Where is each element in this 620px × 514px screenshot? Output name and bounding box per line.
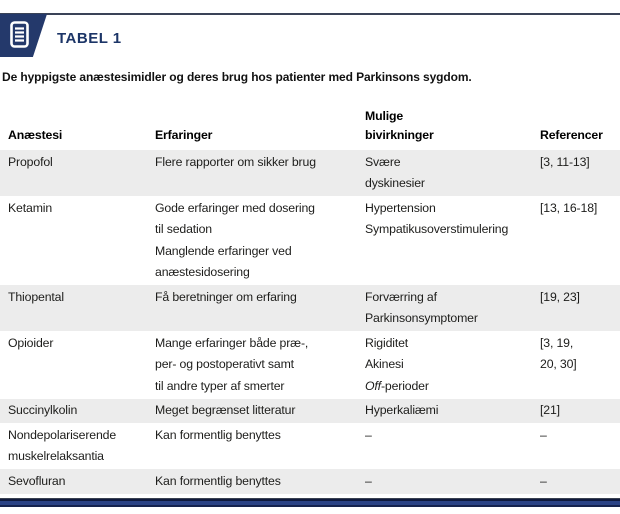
table-cell: Kan formentlig benyttes xyxy=(155,425,365,468)
table-cell: [13, 16-18] xyxy=(540,198,620,284)
cell-line: – xyxy=(540,427,547,442)
cell-line: dyskinesier xyxy=(365,176,425,190)
cell-line: Sevofluran xyxy=(8,473,66,488)
table-cell: – xyxy=(365,425,540,468)
cell-line: – xyxy=(365,427,372,442)
cell-line: – xyxy=(365,473,372,488)
table-cell: Ketamin xyxy=(8,198,155,284)
cell-line: Thiopental xyxy=(8,289,64,304)
table-cell: Svære dyskinesier xyxy=(365,152,540,195)
bottom-rule xyxy=(0,498,620,507)
table-row: Thiopental Få beretninger om erfaring Forv… xyxy=(0,285,620,331)
cell-line: [21] xyxy=(540,403,560,417)
table-cell: Kan formentlig benyttes xyxy=(155,471,365,493)
cell-line: Off-perioder xyxy=(365,378,429,393)
data-table: Anæstesi Erfaringer Mulige bivirkninger Ref… xyxy=(0,100,620,494)
cell-line: 20, 30] xyxy=(540,357,577,371)
cell-line: [19, 23] xyxy=(540,289,580,304)
cell-line: Forværring af xyxy=(365,289,437,304)
table-row: Nondepolariserende muskelrelaksantia Kan f… xyxy=(0,423,620,469)
cell-line: til andre typer af smerter xyxy=(155,378,285,393)
column-header: Referencer xyxy=(540,128,603,142)
table-body: Propofol Flere rapporter om sikker brug Sv… xyxy=(0,150,620,494)
cell-line: Rigiditet xyxy=(365,335,409,350)
table-cell: – xyxy=(540,471,620,493)
cell-line: Manglende erfaringer ved xyxy=(155,243,292,258)
table-cell: [3, 11-13] xyxy=(540,152,620,195)
cell-line: Succinylkolin xyxy=(8,403,78,417)
cell-line: – xyxy=(540,473,547,488)
table-cell: Rigiditet Akinesi Off-perioder xyxy=(365,333,540,398)
table-cell: Få beretninger om erfaring xyxy=(155,287,365,330)
table-cell: Flere rapporter om sikker brug xyxy=(155,152,365,195)
table-cell: Thiopental xyxy=(8,287,155,330)
table-row: Succinylkolin Meget begrænset litteratur H… xyxy=(0,398,620,423)
table-cell: Succinylkolin xyxy=(8,400,155,422)
cell-line: Hyperkaliæmi xyxy=(365,403,439,417)
top-rule xyxy=(0,13,620,15)
table-cell: – xyxy=(365,471,540,493)
cell-line: Mange erfaringer både præ-, xyxy=(155,335,309,350)
table-cell: Gode erfaringer med dosering til sedation… xyxy=(155,198,365,284)
cell-line: til sedation xyxy=(155,222,212,236)
cell-line: Parkinsonsymptomer xyxy=(365,311,478,325)
table-cell: Propofol xyxy=(8,152,155,195)
table-caption: De hyppigste anæstesimidler og deres bru… xyxy=(2,70,472,84)
cell-line: Kan formentlig benyttes xyxy=(155,427,281,442)
column-header: Anæstesi xyxy=(8,128,63,142)
table-cell: Opioider xyxy=(8,333,155,398)
document-lines-icon xyxy=(10,21,29,48)
table-header-row: Anæstesi Erfaringer Mulige bivirkninger Ref… xyxy=(0,100,620,150)
cell-line: Opioider xyxy=(8,335,54,350)
table-cell: Nondepolariserende muskelrelaksantia xyxy=(8,425,155,468)
cell-line: Gode erfaringer med dosering xyxy=(155,200,315,215)
table-cell: [3, 19, 20, 30] xyxy=(540,333,620,398)
table-row: Sevofluran Kan formentlig benyttes – – xyxy=(0,469,620,494)
column-header: Erfaringer xyxy=(155,128,213,142)
cell-line: [3, 19, xyxy=(540,335,574,350)
cell-line: per- og postoperativt samt xyxy=(155,357,294,371)
cell-line: Hypertension xyxy=(365,200,436,215)
table-cell: [21] xyxy=(540,400,620,422)
cell-line: Nondepolariserende xyxy=(8,427,117,442)
cell-line: Meget begrænset litteratur xyxy=(155,403,296,417)
cell-line: muskelrelaksantia xyxy=(8,449,104,463)
cell-line: Akinesi xyxy=(365,357,404,371)
table-cell: Sevofluran xyxy=(8,471,155,493)
cell-line: [3, 11-13] xyxy=(540,154,590,169)
cell-line: Ketamin xyxy=(8,200,53,215)
cell-line: Propofol xyxy=(8,154,53,169)
cell-line: Flere rapporter om sikker brug xyxy=(155,154,316,169)
cell-line: [13, 16-18] xyxy=(540,200,598,215)
table-row: Opioider Mange erfaringer både præ-, per- … xyxy=(0,331,620,399)
table-badge xyxy=(0,14,47,57)
cell-line: Svære xyxy=(365,154,401,169)
cell-line: Få beretninger om erfaring xyxy=(155,289,297,304)
table-row: Propofol Flere rapporter om sikker brug Sv… xyxy=(0,150,620,196)
cell-line: Sympatikusoverstimulering xyxy=(365,222,509,236)
table-cell: Hyperkaliæmi xyxy=(365,400,540,422)
table-label: TABEL 1 xyxy=(57,30,122,47)
cell-line: anæstesidosering xyxy=(155,265,250,279)
column-header: Mulige bivirkninger xyxy=(365,109,434,142)
table-cell: Hypertension Sympatikusoverstimulering xyxy=(365,198,540,284)
table-cell: Meget begrænset litteratur xyxy=(155,400,365,422)
table-cell: – xyxy=(540,425,620,468)
cell-line: Kan formentlig benyttes xyxy=(155,473,281,488)
table-cell: Forværring af Parkinsonsymptomer xyxy=(365,287,540,330)
table-row: Ketamin Gode erfaringer med dosering til s… xyxy=(0,196,620,285)
table-cell: Mange erfaringer både præ-, per- og posto… xyxy=(155,333,365,398)
table-cell: [19, 23] xyxy=(540,287,620,330)
